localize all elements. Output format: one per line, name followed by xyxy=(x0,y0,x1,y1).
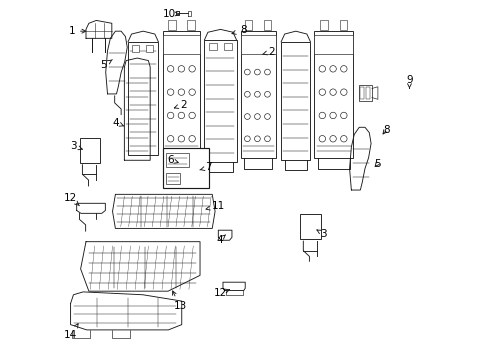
Bar xyxy=(366,87,369,99)
Bar xyxy=(314,31,352,158)
Text: 7: 7 xyxy=(200,162,211,172)
Text: 12: 12 xyxy=(64,193,79,206)
Circle shape xyxy=(244,114,250,120)
Circle shape xyxy=(254,136,260,141)
Circle shape xyxy=(329,135,336,142)
Circle shape xyxy=(319,89,325,95)
Text: 5: 5 xyxy=(101,60,112,70)
Bar xyxy=(80,138,100,163)
Circle shape xyxy=(244,69,250,75)
Circle shape xyxy=(329,112,336,119)
Circle shape xyxy=(254,114,260,120)
Circle shape xyxy=(167,66,174,72)
Text: 4: 4 xyxy=(112,118,124,128)
Circle shape xyxy=(319,66,325,72)
Circle shape xyxy=(178,135,184,142)
Text: 13: 13 xyxy=(172,291,186,311)
Bar xyxy=(163,35,200,54)
Circle shape xyxy=(264,69,270,75)
Circle shape xyxy=(340,112,346,119)
Circle shape xyxy=(244,91,250,97)
Bar xyxy=(264,21,271,31)
Bar xyxy=(204,40,236,162)
Text: 6: 6 xyxy=(167,155,178,165)
Circle shape xyxy=(254,69,260,75)
Text: 2: 2 xyxy=(174,100,186,110)
Bar xyxy=(359,85,371,101)
Bar xyxy=(281,42,310,160)
Bar xyxy=(300,214,321,239)
Text: 9: 9 xyxy=(406,75,412,88)
Text: 14: 14 xyxy=(64,324,78,340)
Bar xyxy=(319,21,327,31)
Bar xyxy=(128,42,158,155)
Circle shape xyxy=(264,114,270,120)
Circle shape xyxy=(340,89,346,95)
Circle shape xyxy=(188,112,195,119)
Bar xyxy=(208,43,216,50)
Circle shape xyxy=(244,136,250,141)
Bar xyxy=(241,35,276,54)
Circle shape xyxy=(264,91,270,97)
Bar xyxy=(166,153,188,167)
Circle shape xyxy=(340,66,346,72)
Circle shape xyxy=(329,66,336,72)
Bar xyxy=(314,35,352,54)
Bar xyxy=(241,31,276,158)
Text: 4: 4 xyxy=(216,235,225,245)
Text: 10: 10 xyxy=(163,9,179,19)
Circle shape xyxy=(178,112,184,119)
Bar xyxy=(339,21,346,31)
Circle shape xyxy=(167,112,174,119)
Bar xyxy=(146,45,153,52)
Circle shape xyxy=(178,66,184,72)
Bar xyxy=(163,148,209,188)
Text: 8: 8 xyxy=(231,25,246,35)
Circle shape xyxy=(167,89,174,95)
Bar xyxy=(163,31,200,158)
Circle shape xyxy=(188,89,195,95)
Bar xyxy=(360,87,363,99)
Circle shape xyxy=(254,91,260,97)
Bar xyxy=(166,173,180,184)
Circle shape xyxy=(319,112,325,119)
Bar xyxy=(168,21,176,31)
Text: 11: 11 xyxy=(205,201,225,211)
Circle shape xyxy=(188,135,195,142)
Bar xyxy=(224,43,231,50)
Circle shape xyxy=(319,135,325,142)
Text: 8: 8 xyxy=(382,125,388,135)
Text: 12: 12 xyxy=(213,288,229,298)
Bar xyxy=(244,21,252,31)
Text: 2: 2 xyxy=(262,46,274,57)
Text: 3: 3 xyxy=(70,141,82,151)
Text: 1: 1 xyxy=(68,26,85,36)
Text: 3: 3 xyxy=(316,229,326,239)
Circle shape xyxy=(167,135,174,142)
Circle shape xyxy=(188,66,195,72)
Circle shape xyxy=(329,89,336,95)
Bar xyxy=(186,21,194,31)
Circle shape xyxy=(178,89,184,95)
Text: 5: 5 xyxy=(373,159,380,169)
Circle shape xyxy=(264,136,270,141)
Bar xyxy=(132,45,139,52)
Circle shape xyxy=(340,135,346,142)
